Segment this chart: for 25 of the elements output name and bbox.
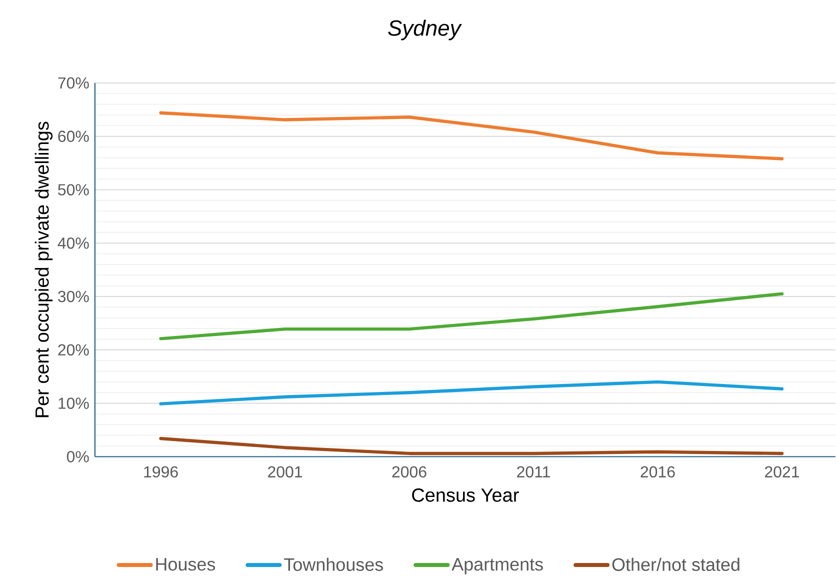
legend-label: Townhouses xyxy=(284,558,384,572)
y-tick-label: 10% xyxy=(58,398,89,410)
y-tick-label: 0% xyxy=(66,451,89,463)
x-tick-label: 2016 xyxy=(640,466,675,478)
x-tick-label: 2006 xyxy=(392,466,426,478)
y-tick-label: 60% xyxy=(58,130,89,142)
line-series xyxy=(159,437,784,456)
y-axis-title: Per cent occupied private dwellings xyxy=(34,122,53,418)
x-tick-label: 2001 xyxy=(268,466,302,478)
y-tick-label: 40% xyxy=(58,238,89,249)
x-tick-label: 2021 xyxy=(764,466,799,478)
x-axis-title: Census Year xyxy=(412,488,519,502)
legend-label: Other/not stated xyxy=(612,558,740,572)
line-series xyxy=(159,111,784,161)
chart-title: Sydney xyxy=(388,20,462,40)
y-tick-label: 50% xyxy=(58,184,89,196)
legend-label: Apartments xyxy=(452,558,543,574)
y-tick-label: 30% xyxy=(58,291,89,302)
line-series xyxy=(159,380,784,406)
x-tick-label: 2011 xyxy=(517,466,550,478)
y-tick-label: 70% xyxy=(58,77,89,89)
y-tick-label: 20% xyxy=(58,344,89,356)
legend-label: Houses xyxy=(156,558,216,571)
line-series xyxy=(159,292,784,340)
x-tick-label: 1996 xyxy=(144,466,178,478)
